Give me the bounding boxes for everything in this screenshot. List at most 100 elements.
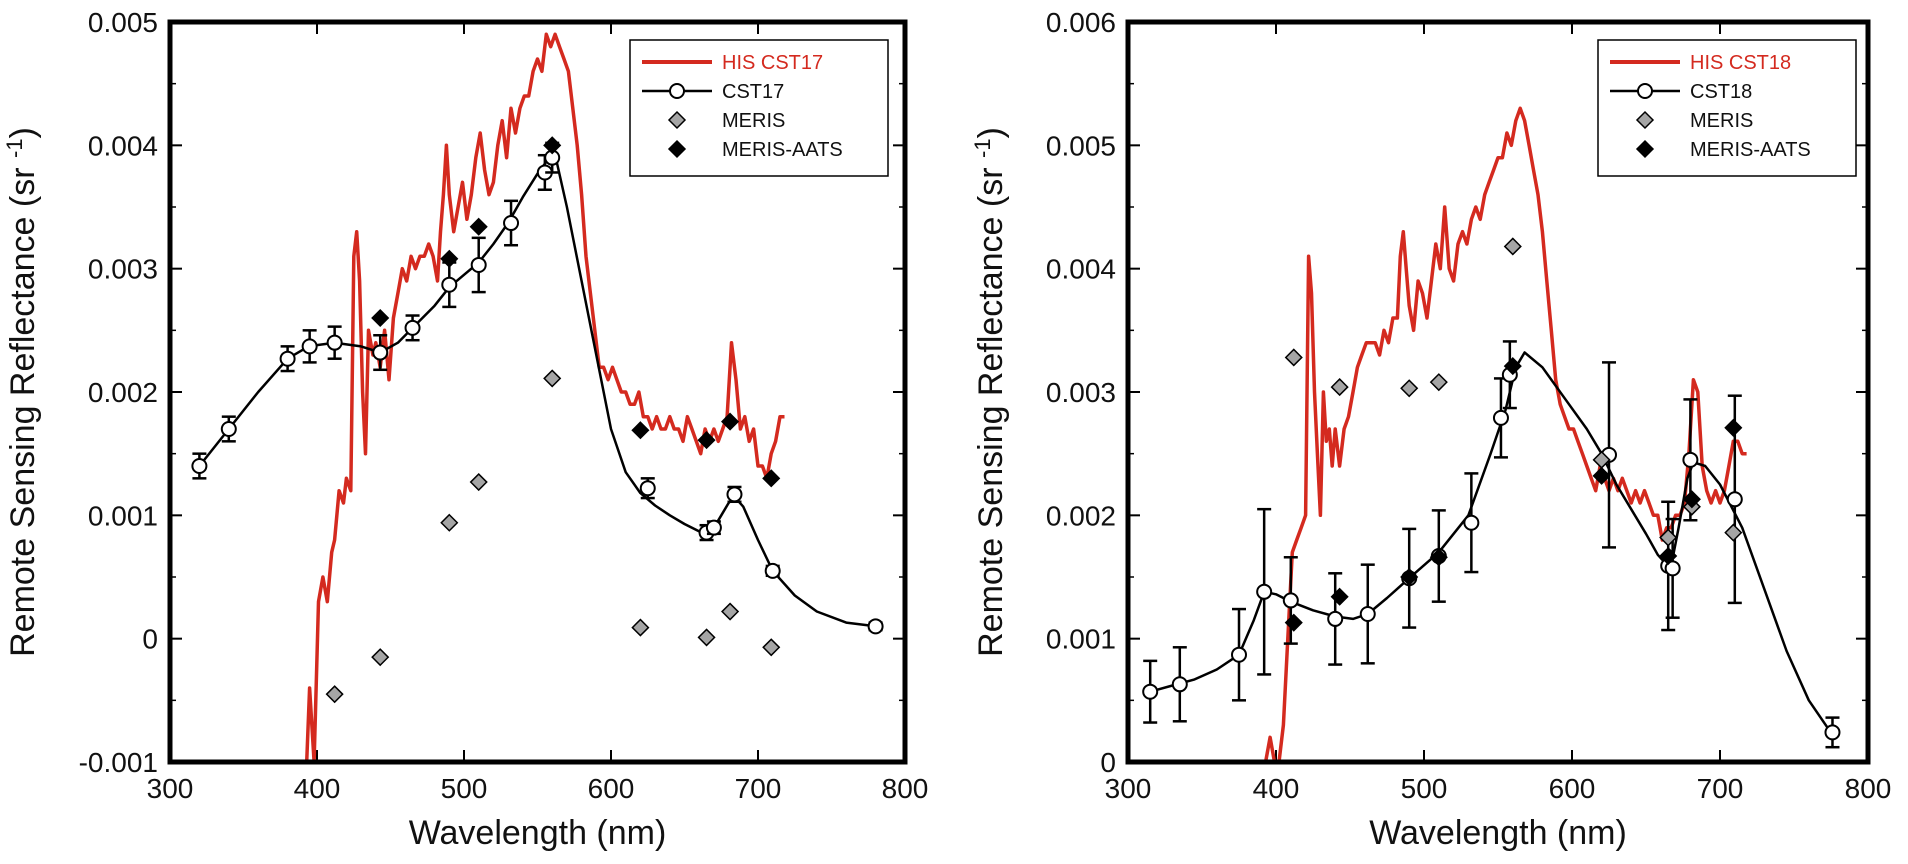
meris-aats-point [371,308,390,328]
meris-aats-point [762,469,781,488]
series-line-fit [198,156,876,628]
x-tick-label: 400 [294,773,341,804]
legend-swatch-black-diamond [667,139,687,159]
legend: HIS CST18 CST18 MERIS MERIS-AATS [1597,39,1857,177]
data-point-circle [1171,676,1188,693]
series-line-fit [1149,351,1834,736]
data-point-circle [1463,514,1480,531]
data-point-circle [1682,451,1699,468]
meris-point [1724,523,1743,542]
data-point-circle [470,256,487,273]
data-point-circle [1664,560,1681,577]
y-axis-title: Remote Sensing Reflectance (sr -1) [970,127,1011,657]
meris-aats-point [1659,546,1678,566]
legend-swatch-gray-diamond [1635,110,1655,130]
data-point-circle [191,458,208,474]
meris-aats-point [469,217,488,236]
y-tick-label: 0.003 [88,254,158,285]
x-tick-label: 500 [1401,773,1448,804]
data-point-circle [1231,646,1247,663]
data-point-circle [326,334,343,351]
meris-aats-point [721,412,740,431]
y-axis-title: Remote Sensing Reflectance (sr -1) [2,127,43,657]
meris-aats-point [1330,587,1349,606]
y-tick-label: 0.003 [1046,377,1116,408]
chart-panel-1: 300 400 500 600 700 800 -0.001 0 0.001 0.002 0.003… [2,7,929,852]
plot-area [1142,106,1841,762]
meris-aats-point [697,431,716,450]
legend-swatch-black-diamond [1635,139,1655,159]
legend-entry-label: MERIS-AATS [1690,139,1811,161]
meris-point [543,369,562,388]
data-point-circle [867,618,884,635]
data-point-circle [279,350,296,367]
meris-point [371,648,390,667]
data-point-circle [404,319,421,336]
x-tick-label: 800 [1845,773,1892,804]
y-tick-label: 0.004 [1046,254,1116,285]
meris-point [1330,378,1349,397]
y-tick-label: 0.001 [1046,624,1116,655]
legend-swatch-gray-diamond [667,110,687,130]
x-tick-label: 400 [1253,773,1300,804]
series-line-his [304,32,785,762]
legend-entry-label: HIS CST17 [722,52,823,74]
meris-point [1400,379,1419,398]
legend-entry-label: HIS CST18 [1690,52,1791,74]
meris-point [440,513,459,532]
x-tick-label: 300 [147,773,194,804]
y-tick-label: 0.004 [88,130,158,161]
meris-aats-point [1592,466,1611,485]
meris-aats-point [1284,613,1303,632]
meris-point [325,685,344,704]
plot-frame [1125,19,1871,765]
meris-aats-point [543,136,562,155]
data-point-circle [1359,606,1376,622]
meris-aats-point [1503,357,1522,376]
data-point-circle [764,562,781,579]
data-point-circle [301,338,318,355]
y-tick-label: 0 [142,624,158,655]
meris-point [762,638,781,657]
data-point-circle [372,344,389,361]
y-tick-label: 0.005 [1046,130,1116,161]
meris-aats-point [1724,418,1743,437]
x-tick-label: 500 [441,773,488,804]
y-tick-label: 0.002 [88,377,158,408]
meris-point [1429,373,1448,392]
legend-swatch-circle [669,83,685,99]
y-tick-label: 0.002 [1046,500,1116,531]
legend-swatch-circle [1637,83,1653,99]
x-tick-label: 800 [882,773,929,804]
meris-point [697,628,716,647]
legend-entry-label: CST18 [1690,81,1752,103]
data-point-circle [1726,491,1743,508]
chart-panel-2: 300 400 500 600 700 800 0 0.001 0.002 0.003 0.004 0… [970,7,1892,852]
x-tick-label: 600 [1549,773,1596,804]
y-tick-label: 0 [1100,747,1116,778]
data-point-circle [441,276,458,293]
meris-aats-point [631,421,650,440]
legend-entry-label: MERIS [722,110,785,132]
plot-area [191,32,884,762]
meris-aats-point [1400,567,1419,587]
x-axis-title: Wavelength (nm) [1369,814,1627,852]
y-tick-label: 0.005 [88,7,158,38]
meris-point [1659,528,1678,547]
data-point-circle [1282,592,1299,609]
meris-point [631,618,650,637]
y-tick-label: -0.001 [79,747,158,778]
meris-point [721,602,740,621]
data-point-circle [1256,583,1273,600]
y-tick-label: 0.006 [1046,7,1116,38]
meris-aats-point [440,249,459,268]
data-point-circle [1327,610,1344,627]
data-point-circle [726,486,743,503]
legend: HIS CST17 CST17 MERIS MERIS-AATS [629,39,889,177]
data-point-circle [220,421,237,437]
data-point-circle [705,519,722,536]
x-tick-label: 300 [1105,773,1152,804]
x-tick-label: 700 [735,773,782,804]
